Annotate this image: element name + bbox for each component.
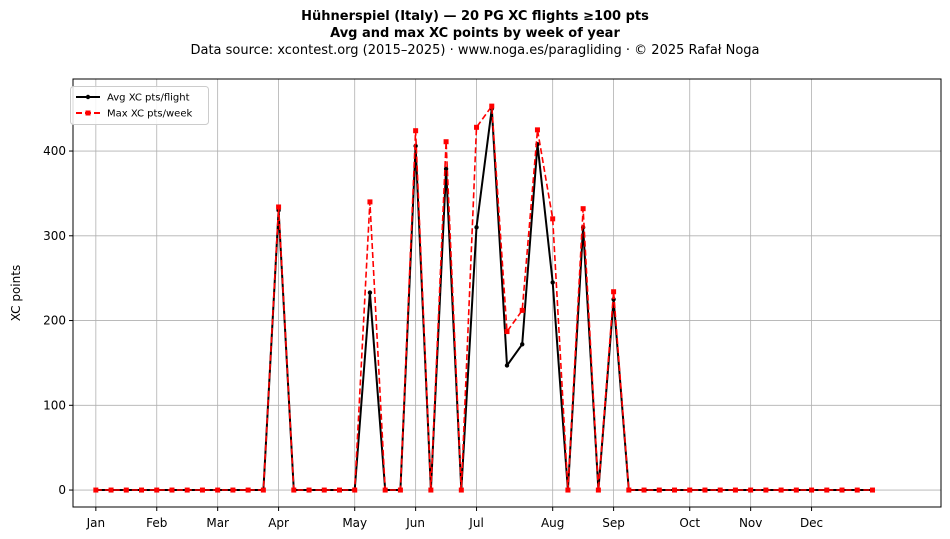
data-point [276, 204, 282, 210]
data-point [520, 342, 525, 347]
data-point [869, 487, 875, 493]
chart-subtitle: Avg and max XC points by week of year [330, 26, 620, 41]
data-point [519, 307, 525, 313]
y-tick-label: 0 [58, 483, 66, 497]
data-point [809, 487, 815, 493]
data-point [169, 487, 175, 493]
x-tick-label: Aug [541, 516, 564, 530]
data-point [93, 487, 99, 493]
data-point [854, 487, 860, 493]
data-point [611, 289, 617, 295]
data-point [474, 124, 480, 130]
data-point [291, 487, 297, 493]
data-point [306, 487, 312, 493]
x-tick-label: Jun [405, 516, 425, 530]
legend-label: Max XC pts/week [107, 109, 192, 120]
data-point [428, 487, 434, 493]
data-point [154, 487, 160, 493]
data-point [382, 487, 388, 493]
x-axis: Jan Feb Mar Apr May Jun Jul Aug Sep Oct Nov Dec [86, 507, 823, 530]
x-tick-label: Oct [679, 516, 700, 530]
data-point [687, 487, 693, 493]
plot-frame [72, 78, 942, 508]
grid-lines [73, 79, 941, 507]
x-tick-label: Dec [800, 516, 823, 530]
data-point [839, 487, 845, 493]
data-point [474, 225, 479, 230]
legend-swatch-marker [85, 94, 91, 100]
data-point [367, 199, 373, 205]
data-point [824, 487, 830, 493]
legend-box [70, 86, 209, 125]
data-point [595, 487, 601, 493]
data-point [489, 103, 495, 109]
y-tick-label: 400 [43, 144, 66, 158]
data-point [732, 487, 738, 493]
data-point [123, 487, 129, 493]
data-point [352, 487, 358, 493]
data-point [534, 127, 540, 133]
data-point [321, 487, 327, 493]
data-point [336, 487, 342, 493]
y-tick-label: 300 [43, 229, 66, 243]
series-line [95, 105, 873, 491]
data-point [230, 487, 236, 493]
data-point [245, 487, 251, 493]
data-point [748, 487, 754, 493]
series-1 [93, 103, 875, 493]
x-tick-label: Apr [268, 516, 289, 530]
data-point [397, 487, 403, 493]
data-point [504, 329, 510, 335]
x-tick-label: Nov [739, 516, 762, 530]
chart-titles: Hühnerspiel (Italy) — 20 PG XC flights ≥… [0, 8, 950, 59]
y-axis: 0 100 200 300 400 [43, 144, 73, 497]
data-point [778, 487, 784, 493]
y-axis-label: XC points [9, 265, 23, 321]
chart-title: Hühnerspiel (Italy) — 20 PG XC flights ≥… [301, 9, 649, 24]
x-tick-label: Mar [206, 516, 229, 530]
data-point [717, 487, 723, 493]
data-point [108, 487, 114, 493]
data-point [215, 487, 221, 493]
data-point [763, 487, 769, 493]
y-tick-label: 200 [43, 314, 66, 328]
data-point [672, 487, 678, 493]
data-point [443, 139, 449, 145]
data-point [580, 206, 586, 212]
legend-label: Avg XC pts/flight [107, 93, 190, 104]
data-point [565, 487, 571, 493]
series-line [95, 107, 873, 491]
data-point [793, 487, 799, 493]
data-point [443, 166, 449, 172]
legend-swatch-marker [85, 110, 91, 116]
data-point [260, 487, 266, 493]
data-point [504, 363, 510, 368]
data-point [626, 487, 632, 493]
series-group [93, 103, 875, 493]
data-point [656, 487, 662, 493]
data-point [702, 487, 708, 493]
data-point [458, 487, 464, 493]
data-point [139, 487, 145, 493]
y-tick-label: 100 [43, 398, 66, 412]
chart-source: Data source: xcontest.org (2015–2025) · … [190, 43, 760, 58]
data-point [184, 487, 190, 493]
data-point [550, 216, 556, 222]
x-tick-label: May [342, 516, 367, 530]
series-0 [93, 106, 875, 493]
data-point [641, 487, 647, 493]
data-point [367, 290, 373, 295]
x-tick-label: Jan [86, 516, 106, 530]
x-tick-label: Sep [602, 516, 625, 530]
data-point [199, 487, 205, 493]
x-tick-label: Jul [468, 516, 483, 530]
data-point [550, 280, 555, 285]
data-point [413, 128, 419, 134]
legend: Avg XC pts/flight Max XC pts/week [70, 86, 209, 125]
x-tick-label: Feb [146, 516, 167, 530]
